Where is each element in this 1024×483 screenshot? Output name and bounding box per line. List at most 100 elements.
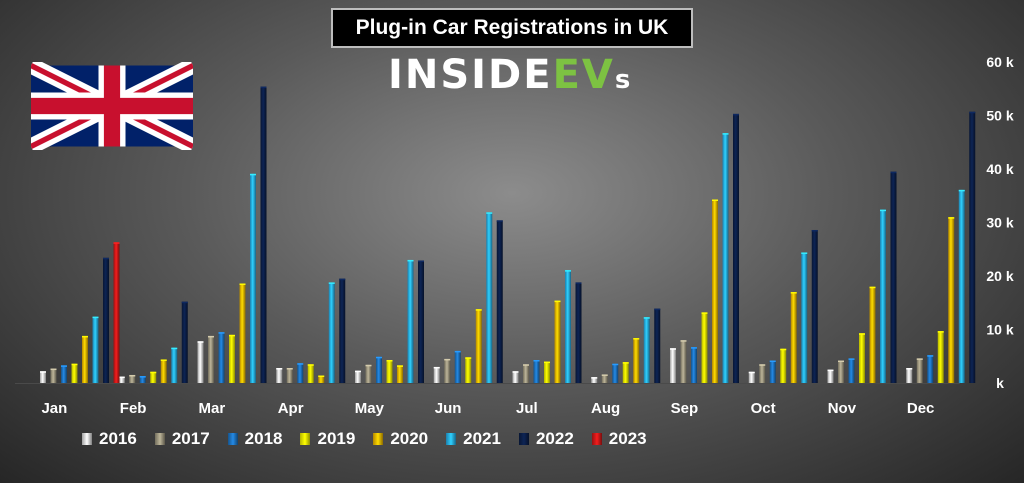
bar-2017-mar — [208, 335, 214, 383]
bar-cap — [890, 171, 897, 174]
bar-cap — [328, 282, 335, 284]
legend-label: 2016 — [99, 429, 137, 448]
bar-2018-sep — [691, 347, 697, 383]
bar-cap — [859, 333, 865, 335]
bar-cap — [465, 357, 472, 359]
bar-cap — [365, 364, 372, 367]
bar-2022-nov — [890, 171, 897, 383]
bar-cap — [407, 259, 414, 262]
bar-2021-jun — [486, 212, 493, 383]
bar-cap — [969, 111, 976, 114]
bar-2019-mar — [229, 334, 235, 383]
bar-cap — [601, 374, 608, 376]
bar-cap — [937, 331, 944, 333]
bar-cap — [848, 358, 855, 360]
legend-swatch — [227, 433, 238, 445]
bar-2019-feb — [150, 371, 157, 383]
chart-legend: 2016 2017 2018 2019 2020 2021 2022 2023 — [82, 428, 665, 450]
bar-2018-nov — [848, 358, 855, 383]
bar-2021-nov — [880, 209, 886, 383]
bar-2017-may — [365, 364, 372, 383]
bar-2019-apr — [307, 364, 314, 383]
bar-cap — [838, 360, 844, 363]
insideevs-logo: INSIDEEVs — [388, 52, 632, 98]
legend-item-2022: 2022 — [518, 429, 574, 449]
bar-cap — [376, 356, 382, 359]
bar-2016-mar — [197, 341, 204, 383]
logo-main: INSIDE — [388, 52, 553, 98]
bar-2019-dec — [937, 331, 944, 383]
legend-label: 2020 — [390, 429, 429, 448]
bar-2022-sep — [733, 113, 739, 384]
legend-label: 2019 — [317, 429, 356, 448]
bar-2018-may — [376, 356, 382, 383]
x-tick-label: Nov — [828, 400, 857, 417]
x-tick-label: May — [355, 400, 385, 417]
legend-item-2020: 2020 — [373, 429, 428, 449]
bar-2020-jan — [82, 335, 88, 383]
bar-cap — [418, 260, 424, 262]
bar-cap — [733, 113, 739, 116]
bar-cap — [801, 252, 808, 254]
logo-accent: EV — [552, 52, 615, 98]
bar-cap — [670, 348, 676, 350]
bar-2017-nov — [838, 360, 844, 383]
y-tick-label: 50 k — [986, 108, 1013, 124]
bar-cap — [229, 334, 235, 337]
bar-2021-oct — [801, 252, 808, 383]
bar-2020-may — [397, 365, 403, 383]
x-tick-label: Oct — [751, 400, 776, 417]
bar-cap — [260, 86, 267, 89]
y-tick-label: 40 k — [986, 161, 1013, 177]
bar-2016-sep — [670, 348, 676, 383]
bar-2018-mar — [218, 332, 225, 383]
legend-item-2019: 2019 — [300, 429, 355, 449]
x-tick-label: Jul — [516, 400, 538, 417]
bar-2016-dec — [906, 368, 913, 383]
bar-cap — [533, 359, 540, 362]
bar-2017-dec — [916, 358, 923, 383]
bar-cap — [276, 368, 283, 370]
bar-cap — [50, 368, 57, 371]
bar-2019-nov — [859, 333, 865, 383]
bar-2022-may — [418, 260, 424, 383]
bar-cap — [454, 350, 461, 353]
bar-2021-aug — [643, 317, 650, 383]
bar-2016-apr — [276, 368, 283, 383]
legend-item-2017: 2017 — [154, 429, 210, 449]
x-tick-label: Feb — [120, 400, 147, 417]
legend-label: 2022 — [535, 429, 574, 448]
logo-suffix: s — [614, 65, 633, 95]
bar-2016-nov — [827, 369, 834, 383]
bar-cap — [544, 361, 550, 364]
bar-cap — [475, 309, 482, 311]
bar-2022-jun — [496, 220, 503, 383]
bar-cap — [591, 377, 598, 379]
legend-swatch — [373, 433, 384, 445]
bar-cap — [565, 270, 571, 272]
bar-2021-feb — [171, 347, 178, 383]
x-tick-label: Mar — [199, 400, 226, 417]
bar-cap — [386, 359, 393, 362]
bar-cap — [512, 371, 519, 373]
bar-2022-jan — [103, 257, 109, 383]
bar-cap — [827, 369, 834, 372]
bar-cap — [181, 301, 188, 304]
bar-cap — [722, 133, 729, 135]
bar-2020-dec — [948, 217, 955, 383]
uk-flag-icon — [31, 62, 193, 150]
bar-2016-oct — [748, 371, 755, 383]
bar-2022-aug — [654, 308, 661, 383]
bar-2020-apr — [318, 375, 325, 383]
y-tick-label: k — [996, 375, 1004, 391]
legend-item-2023: 2023 — [591, 429, 647, 449]
bar-cap — [82, 335, 88, 338]
bar-cap — [197, 341, 204, 343]
legend-swatch — [591, 433, 602, 445]
bar-cap — [906, 368, 913, 370]
y-tick-label: 10 k — [986, 322, 1013, 338]
y-tick-label: 60 k — [986, 54, 1013, 70]
bar-2022-dec — [969, 111, 976, 383]
bar-2019-oct — [780, 348, 787, 383]
bar-cap — [61, 365, 67, 367]
